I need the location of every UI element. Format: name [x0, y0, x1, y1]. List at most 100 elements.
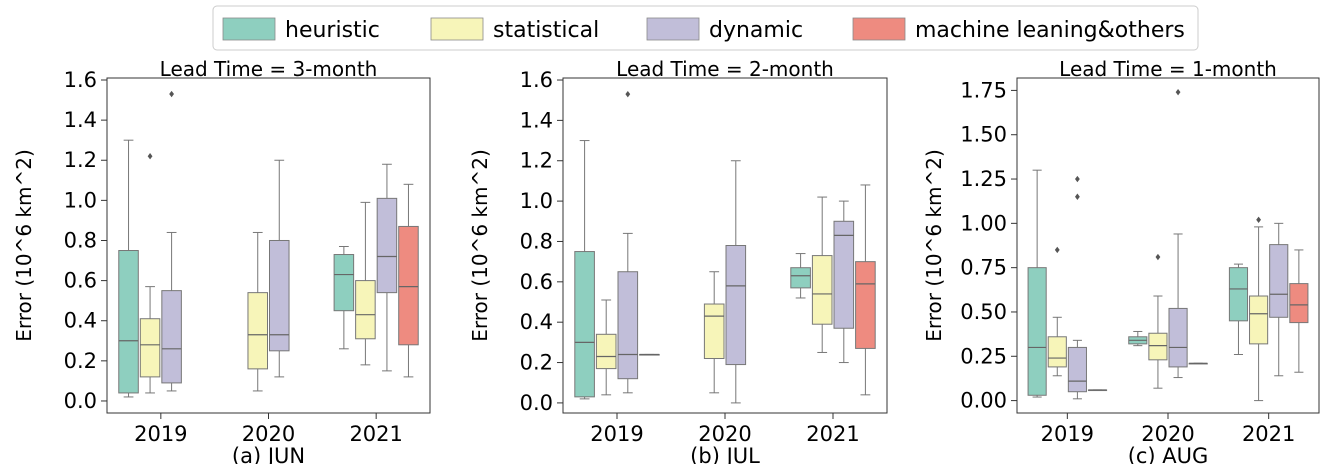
box-machine-leaning-others-2021 — [398, 183, 419, 378]
y-tick-label: 1.4 — [64, 108, 97, 132]
y-tick-label: 1.50 — [960, 123, 1007, 147]
outlier-point — [147, 153, 153, 160]
y-tick-label: 1.00 — [960, 211, 1007, 235]
box-heuristic-2019 — [574, 140, 595, 400]
box-dynamic-2020 — [725, 160, 747, 404]
y-tick-label: 0.8 — [64, 228, 97, 252]
box-statistical-2019 — [139, 153, 161, 394]
outlier-point — [1054, 246, 1060, 254]
y-tick-label: 0.4 — [64, 309, 97, 333]
legend-swatch — [852, 17, 906, 41]
x-tick-label: 2019 — [134, 422, 187, 446]
x-axis-label: (c) AUG — [1128, 444, 1209, 464]
y-tick-label: 1.2 — [64, 148, 97, 172]
box-body — [703, 303, 725, 360]
box-body — [725, 245, 747, 366]
box-heuristic-2020 — [1128, 330, 1148, 347]
x-tick-label: 2021 — [806, 422, 859, 446]
legend-label: statistical — [493, 18, 599, 43]
box-body — [617, 271, 639, 380]
y-tick-label: 1.0 — [520, 189, 553, 213]
box-heuristic-2021 — [790, 253, 811, 299]
x-tick-label: 2020 — [698, 422, 751, 446]
chart-panels: Lead Time = 3-month 0.0 0.2 0.4 0.6 0.8 1.0 1.2… — [12, 57, 1320, 468]
legend-label: dynamic — [709, 18, 803, 43]
y-tick-label: 1.4 — [520, 108, 553, 132]
y-tick-label: 0.50 — [960, 300, 1007, 324]
legend: heuristic statistical dynamic machine leani… — [212, 5, 1199, 51]
outlier-point — [1155, 253, 1161, 261]
box-statistical-2020 — [703, 271, 725, 394]
y-tick-label: 0.75 — [960, 256, 1007, 280]
box-body — [574, 251, 595, 398]
x-tick-label: 2019 — [590, 422, 643, 446]
y-tick-label: 0.6 — [520, 270, 553, 294]
box-body — [355, 280, 376, 340]
outlier-point — [1256, 216, 1261, 223]
box-statistical-2021 — [1249, 216, 1269, 402]
y-axis-label: Error (10^6 km^2) — [12, 149, 36, 342]
box-body — [1269, 244, 1289, 318]
box-statistical-2019 — [1047, 246, 1067, 377]
box-statistical-2020 — [1148, 253, 1168, 389]
y-tick-label: 1.75 — [960, 78, 1007, 102]
x-tick-label: 2019 — [1041, 422, 1094, 446]
box-body — [855, 261, 876, 349]
box-machine-leaning-others-2019 — [639, 353, 660, 356]
y-tick-label: 0.8 — [520, 229, 553, 253]
outlier-point — [1075, 193, 1080, 200]
box-statistical-2020 — [247, 231, 268, 392]
box-machine-leaning-others-2020 — [1188, 362, 1208, 365]
box-dynamic-2021 — [833, 200, 855, 364]
y-axis-label: Error (10^6 km^2) — [922, 149, 946, 342]
box-dynamic-2019 — [1067, 175, 1087, 400]
box-dynamic-2019 — [161, 90, 182, 392]
box-body — [118, 250, 139, 394]
y-tick-label: 1.2 — [520, 149, 553, 173]
box-heuristic-2019 — [118, 139, 139, 398]
legend-swatch — [646, 17, 700, 41]
legend-label: machine leaning&others — [915, 18, 1185, 43]
box-body — [247, 292, 268, 370]
box-body — [1148, 332, 1168, 361]
legend-swatch — [430, 17, 484, 41]
box-body — [161, 290, 182, 384]
chart-panel-2: Lead Time = 2-month 0.0 0.2 0.4 0.6 0.8 1.0 1.2… — [468, 57, 888, 468]
box-dynamic-2021 — [376, 163, 398, 372]
box-body — [1249, 295, 1269, 345]
y-tick-label: 0.25 — [960, 344, 1007, 368]
box-body — [1228, 267, 1249, 322]
box-statistical-2021 — [355, 201, 376, 366]
box-heuristic-2019 — [1027, 169, 1047, 398]
y-tick-label: 1.25 — [960, 167, 1007, 191]
box-machine-leaning-others-2019 — [1087, 389, 1108, 392]
y-tick-label: 0.4 — [520, 310, 553, 334]
box-body — [1047, 336, 1067, 368]
outlier-point — [1075, 175, 1080, 183]
box-body — [833, 220, 855, 329]
box-body — [398, 225, 419, 346]
outlier-point — [169, 90, 174, 98]
box-dynamic-2019 — [617, 90, 639, 394]
box-body — [1289, 283, 1309, 324]
x-tick-label: 2021 — [349, 422, 402, 446]
box-body — [595, 333, 617, 370]
y-tick-label: 0.6 — [64, 269, 97, 293]
box-body — [790, 267, 811, 289]
y-tick-label: 0.00 — [960, 389, 1007, 413]
chart-title: Lead Time = 3-month — [160, 57, 378, 81]
box-body — [1067, 346, 1087, 393]
box-statistical-2021 — [811, 196, 833, 353]
box-heuristic-2021 — [1228, 263, 1249, 356]
box-dynamic-2021 — [1269, 222, 1289, 377]
box-body — [811, 255, 833, 325]
box-statistical-2019 — [595, 299, 617, 396]
y-axis-label: Error (10^6 km^2) — [468, 149, 492, 342]
y-tick-label: 1.0 — [64, 188, 97, 212]
x-tick-label: 2021 — [1242, 422, 1295, 446]
y-tick-label: 0.0 — [520, 391, 553, 415]
y-tick-label: 0.2 — [64, 349, 97, 373]
box-dynamic-2020 — [1168, 88, 1188, 379]
legend-label: heuristic — [285, 18, 380, 43]
